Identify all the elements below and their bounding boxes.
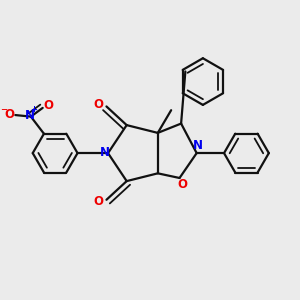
Text: O: O xyxy=(43,99,53,112)
Text: N: N xyxy=(100,146,110,159)
Text: O: O xyxy=(4,108,14,121)
Text: N: N xyxy=(193,139,202,152)
Text: +: + xyxy=(30,105,37,114)
Text: O: O xyxy=(178,178,188,191)
Text: O: O xyxy=(94,195,104,208)
Text: N: N xyxy=(25,109,35,122)
Text: O: O xyxy=(94,98,104,111)
Text: −: − xyxy=(0,105,7,114)
